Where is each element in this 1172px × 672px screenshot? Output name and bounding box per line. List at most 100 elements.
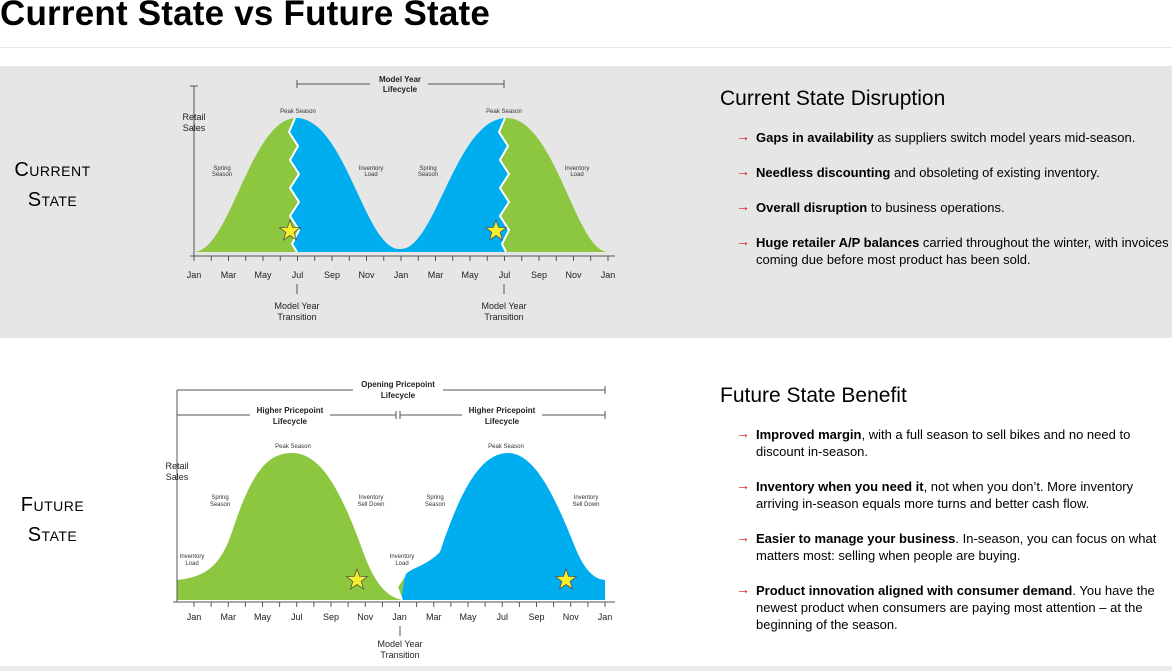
current-lifecycle-label-1: Model Year	[379, 75, 421, 84]
future-month-labels: Jan Mar May Jul Sep Nov Jan Mar May Jul Sep Nov Jan	[187, 612, 613, 622]
future-higher-label-2b: Lifecycle	[485, 417, 520, 426]
current-month-label: Jul	[499, 270, 511, 280]
future-higher-label-1-bg	[250, 404, 330, 426]
list-item: → Improved margin, with a full season to …	[720, 425, 1172, 460]
current-spring-area-1	[194, 118, 299, 252]
list-item: → Needless discounting and obsoleting of …	[720, 163, 1172, 181]
current-month-label: Mar	[221, 270, 237, 280]
star-icon	[278, 218, 302, 241]
current-month-label: Mar	[428, 270, 444, 280]
list-item: → Overall disruption to business operatio…	[720, 198, 1172, 216]
current-transition-label-2b: Transition	[484, 312, 523, 322]
future-opening-label-1: Opening Pricepoint	[361, 380, 435, 389]
bullet-text: . In-season, you can focus on what matte…	[756, 531, 1157, 563]
current-spring-label-2a: Spring	[419, 166, 436, 172]
future-higher-label-1b: Lifecycle	[273, 417, 308, 426]
right-arrow-icon: →	[736, 233, 750, 249]
list-item: → Product innovation aligned with consume…	[720, 581, 1172, 633]
right-arrow-icon: →	[736, 198, 750, 214]
current-lifecycle-label-2: Lifecycle	[383, 85, 418, 94]
current-state-chart: Jan Mar May Jul Sep Nov Jan Mar May Jul Sep Nov Jan …	[150, 66, 630, 338]
current-peak-label-2: Peak Season	[486, 109, 522, 115]
future-state-band	[0, 362, 1172, 667]
future-state-label-line2: State	[27, 524, 78, 546]
future-spring-label-1b: Season	[210, 502, 230, 508]
current-spring-label-2b: Season	[418, 172, 438, 178]
current-peak-label-1: Peak Season	[280, 109, 316, 115]
future-higher-label-1a: Higher Pricepoint	[257, 406, 324, 415]
bullet-text: as suppliers switch model years mid-seas…	[873, 130, 1136, 145]
future-month-label: Nov	[563, 612, 580, 622]
future-transition-label-b: Transition	[380, 650, 419, 660]
current-month-label: Jan	[601, 270, 616, 280]
bullet-bold: Easier to manage your business	[756, 531, 956, 546]
future-transition-seam	[395, 574, 406, 601]
bullet-bold: Inventory when you need it	[756, 479, 924, 494]
future-state-label-line1: Future	[20, 494, 85, 516]
future-selldown-label-1a: Inventory	[359, 495, 384, 501]
future-month-label: Jan	[598, 612, 613, 622]
future-higher-label-2a: Higher Pricepoint	[469, 406, 536, 415]
future-retail-sales-label-1: Retail	[165, 461, 188, 471]
future-state-panel: Future State Benefit → Improved margin, w…	[720, 383, 1172, 633]
list-item: → Inventory when you need it, not when yo…	[720, 477, 1172, 512]
future-spring-label-2b: Season	[425, 502, 445, 508]
future-opening-label-bg	[353, 378, 443, 400]
current-inventory-area-2	[499, 117, 608, 252]
future-month-label: Mar	[426, 612, 442, 622]
current-month-label: Sep	[324, 270, 340, 280]
current-transition-seam-1	[287, 117, 301, 253]
bullet-text: , with a full season to sell bikes and n…	[756, 427, 1131, 459]
future-spring-label-1a: Spring	[211, 495, 228, 501]
list-item: → Easier to manage your business. In-seas…	[720, 529, 1172, 564]
current-month-label: Jul	[292, 270, 304, 280]
current-state-bullet-list: → Gaps in availability as suppliers switc…	[720, 128, 1172, 268]
future-selldown-label-1b: Sell Down	[357, 502, 384, 508]
current-month-label: Jan	[394, 270, 409, 280]
current-state-band	[0, 66, 1172, 338]
future-state-heading: Future State Benefit	[720, 384, 907, 407]
star-icon	[554, 567, 578, 590]
bullet-text: , not when you don’t. More inventory arr…	[756, 479, 1134, 511]
right-arrow-icon: →	[736, 581, 750, 597]
future-month-label: Jan	[187, 612, 202, 622]
current-month-label: Jan	[187, 270, 202, 280]
title-divider	[0, 47, 1172, 48]
future-state-label: Future State	[0, 490, 105, 550]
future-peak-label-1: Peak Season	[275, 444, 311, 450]
future-selldown-label-2b: Sell Down	[572, 502, 599, 508]
bullet-bold: Gaps in availability	[756, 130, 874, 145]
current-retail-sales-label-1: Retail	[182, 112, 205, 122]
current-inventory-label-1a: Inventory	[359, 166, 384, 172]
bullet-text: . You have the newest product when consu…	[756, 583, 1155, 632]
future-month-label: Jul	[291, 612, 303, 622]
current-x-ticks	[193, 256, 609, 261]
current-spring-label-1b: Season	[212, 172, 232, 178]
right-arrow-icon: →	[736, 425, 750, 441]
current-transition-label-2a: Model Year	[481, 301, 526, 311]
star-icon	[345, 567, 369, 590]
current-state-heading: Current State Disruption	[720, 87, 946, 110]
bullet-text: carried throughout the winter, with invo…	[756, 235, 1169, 267]
future-retail-sales-label-2: Sales	[166, 472, 189, 482]
current-transition-label-1a: Model Year	[274, 301, 319, 311]
future-opening-label-2: Lifecycle	[381, 391, 416, 400]
right-arrow-icon: →	[736, 529, 750, 545]
page-title: Current State vs Future State	[0, 0, 491, 33]
current-state-label-line1: Current	[14, 159, 91, 181]
future-selldown-label-2a: Inventory	[574, 495, 599, 501]
current-month-label: Nov	[358, 270, 375, 280]
star-icon	[484, 218, 508, 241]
current-month-label: May	[254, 270, 272, 280]
current-month-label: Sep	[531, 270, 547, 280]
current-lifecycle-label-bg	[370, 74, 428, 96]
future-month-label: Sep	[528, 612, 544, 622]
future-x-ticks	[193, 602, 606, 607]
future-invload-label-1b: Load	[185, 561, 198, 567]
future-invload-label-1a: Inventory	[180, 554, 205, 560]
list-item: → Huge retailer A/P balances carried thro…	[720, 233, 1172, 268]
bullet-bold: Product innovation aligned with consumer…	[756, 583, 1073, 598]
current-spring-area-2	[400, 118, 509, 252]
future-state-chart-svg: Jan Mar May Jul Sep Nov Jan Mar May Jul Sep Nov Jan …	[165, 378, 615, 660]
future-month-label: Nov	[357, 612, 374, 622]
